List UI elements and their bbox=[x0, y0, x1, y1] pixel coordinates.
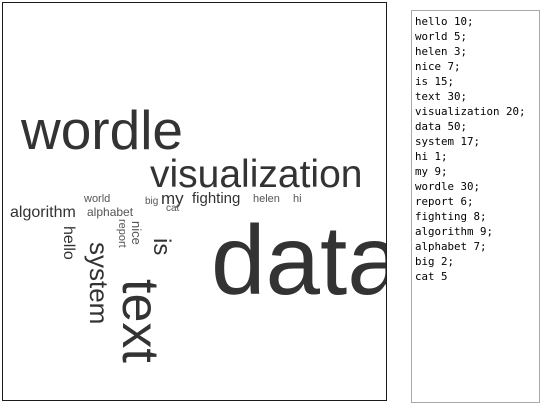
cloud-word-big: big bbox=[145, 196, 159, 207]
cloud-word-wordle: wordle bbox=[21, 99, 184, 161]
cloud-word-fighting: fighting bbox=[192, 190, 241, 207]
word-list-textarea[interactable]: hello 10; world 5; helen 3; nice 7; is 1… bbox=[411, 10, 540, 403]
word-list-text[interactable]: hello 10; world 5; helen 3; nice 7; is 1… bbox=[415, 15, 526, 283]
cloud-word-data: data bbox=[211, 205, 387, 315]
cloud-word-is: is bbox=[148, 238, 175, 256]
cloud-word-system: system bbox=[84, 242, 114, 325]
cloud-word-algorithm: algorithm bbox=[10, 204, 76, 221]
cloud-word-hi: hi bbox=[293, 193, 302, 205]
cloud-word-text: text bbox=[111, 279, 169, 363]
cloud-word-world: world bbox=[84, 193, 111, 205]
cloud-word-report: report bbox=[116, 219, 128, 248]
cloud-word-cat: cat bbox=[166, 203, 180, 214]
word-cloud: data wordle text visualization system is hello… bbox=[3, 3, 386, 400]
cloud-word-helen: helen bbox=[253, 193, 280, 205]
cloud-word-alphabet: alphabet bbox=[87, 205, 134, 219]
cloud-word-visualization: visualization bbox=[150, 153, 363, 196]
cloud-word-hello: hello bbox=[60, 226, 77, 260]
cloud-word-nice: nice bbox=[129, 221, 144, 245]
word-cloud-canvas: data wordle text visualization system is hello… bbox=[2, 2, 387, 401]
cloud-word-my: my bbox=[161, 189, 184, 208]
